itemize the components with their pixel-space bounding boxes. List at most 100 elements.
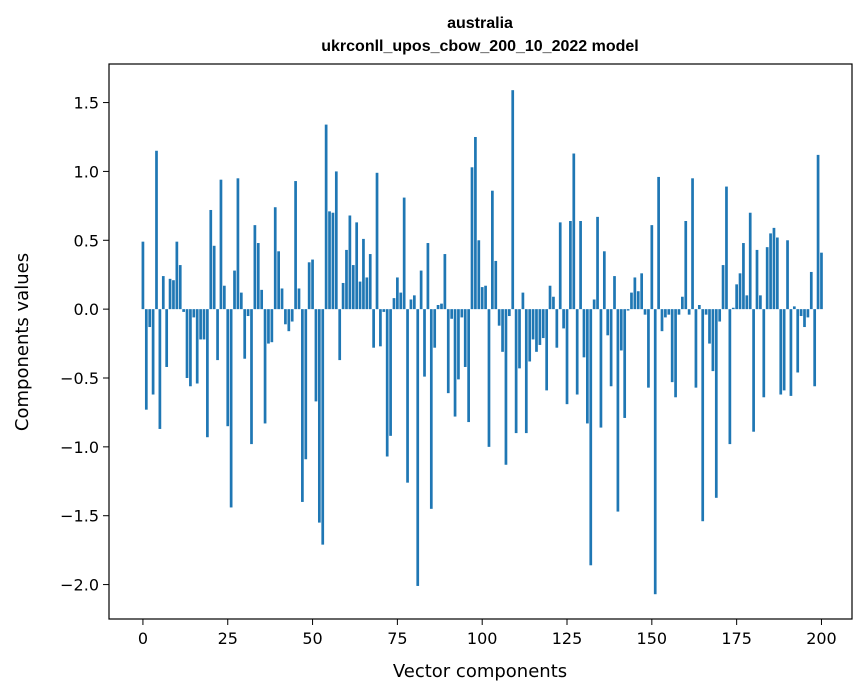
bar-62 [351,265,355,310]
bar-49 [307,262,311,310]
bar-106 [501,309,504,352]
bar-197 [809,271,813,310]
bar-182 [759,295,762,310]
bar-4 [155,150,158,310]
bar-77 [402,197,406,310]
x-tick-label: 100 [467,629,498,648]
bar-162 [691,178,694,310]
bar-172 [725,186,728,310]
bar-32 [250,309,253,445]
bar-63 [355,222,359,310]
bar-20 [209,209,213,310]
x-axis-ticks: 0 25 50 75 100 125 150 175 200 [138,619,837,648]
bar-166 [704,309,708,315]
bar-115 [531,309,535,340]
bar-8 [168,278,172,310]
bar-155 [667,309,671,315]
bar-99 [477,240,481,310]
bar-56 [331,212,335,310]
bar-35 [260,289,264,310]
bar-37 [267,309,270,344]
bar-31 [246,309,250,317]
bar-6 [161,276,165,310]
bar-171 [721,265,725,310]
bar-173 [728,309,732,445]
y-tick-label: −1.0 [60,438,99,457]
bar-9 [172,280,175,310]
bar-124 [562,309,565,329]
bar-12 [182,309,185,312]
bar-151 [653,309,657,595]
bar-52 [317,309,321,523]
bar-195 [803,309,806,328]
bar-129 [579,221,582,310]
bar-200 [820,252,823,310]
bar-24 [222,285,226,310]
bar-54 [324,124,328,310]
bar-143 [626,309,630,311]
bar-27 [233,270,236,310]
bar-109 [511,90,515,310]
bar-48 [304,309,308,460]
bar-192 [792,306,796,310]
bar-25 [226,309,230,427]
bar-17 [199,309,202,340]
bar-13 [185,309,189,378]
bar-86 [433,309,437,348]
bar-140 [616,309,620,512]
bar-110 [514,309,518,434]
bar-50 [311,259,314,310]
bar-127 [572,153,576,310]
y-tick-label: 0.5 [74,231,99,250]
bar-120 [548,285,552,310]
bar-122 [555,309,559,348]
bar-11 [178,265,182,310]
x-tick-label: 25 [218,629,238,648]
bar-170 [718,309,722,322]
bar-128 [575,309,579,395]
bar-169 [714,309,718,498]
bar-71 [382,309,386,312]
bar-83 [423,309,426,377]
bar-39 [273,207,277,310]
bar-69 [375,172,379,310]
bar-36 [263,309,267,424]
bar-116 [535,309,538,352]
bar-84 [426,243,430,310]
bar-159 [681,296,684,310]
plot-frame [108,63,853,620]
bar-188 [779,309,783,395]
x-tick-label: 75 [387,629,407,648]
bar-101 [484,285,487,310]
bar-178 [745,295,749,310]
bar-41 [280,288,284,310]
bar-125 [565,309,569,405]
bar-141 [619,309,623,351]
bar-57 [334,171,338,310]
bar-102 [487,309,491,447]
bar-30 [243,309,247,359]
bar-156 [670,309,674,383]
bar-10 [175,241,179,310]
bar-75 [396,277,399,310]
bar-112 [521,292,525,310]
bar-44 [290,309,294,322]
bar-105 [497,309,501,326]
bar-34 [256,243,260,310]
bar-142 [623,309,627,418]
bar-82 [419,270,423,310]
bar-168 [711,309,715,372]
bar-73 [389,309,392,436]
bar-179 [748,212,752,310]
y-tick-label: 1.0 [74,162,99,181]
bar-67 [368,254,372,310]
bar-114 [528,309,532,362]
bar-152 [657,176,660,310]
bar-1 [144,309,148,410]
bars-group [141,90,823,595]
bar-131 [586,309,589,424]
bar-78 [406,309,409,483]
bar-66 [365,277,369,310]
